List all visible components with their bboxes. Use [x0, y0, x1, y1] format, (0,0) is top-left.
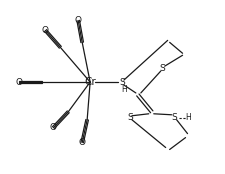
- Text: O: O: [50, 123, 57, 132]
- Text: Cr: Cr: [84, 77, 96, 87]
- Text: O: O: [42, 26, 49, 35]
- Text: O: O: [78, 138, 85, 147]
- Text: O: O: [15, 78, 22, 86]
- Text: O: O: [74, 16, 81, 25]
- Text: S: S: [126, 113, 132, 122]
- Text: S: S: [171, 113, 177, 122]
- Text: H: H: [121, 85, 126, 94]
- Text: S: S: [159, 64, 165, 73]
- Text: H: H: [185, 113, 191, 122]
- Text: S: S: [119, 78, 124, 86]
